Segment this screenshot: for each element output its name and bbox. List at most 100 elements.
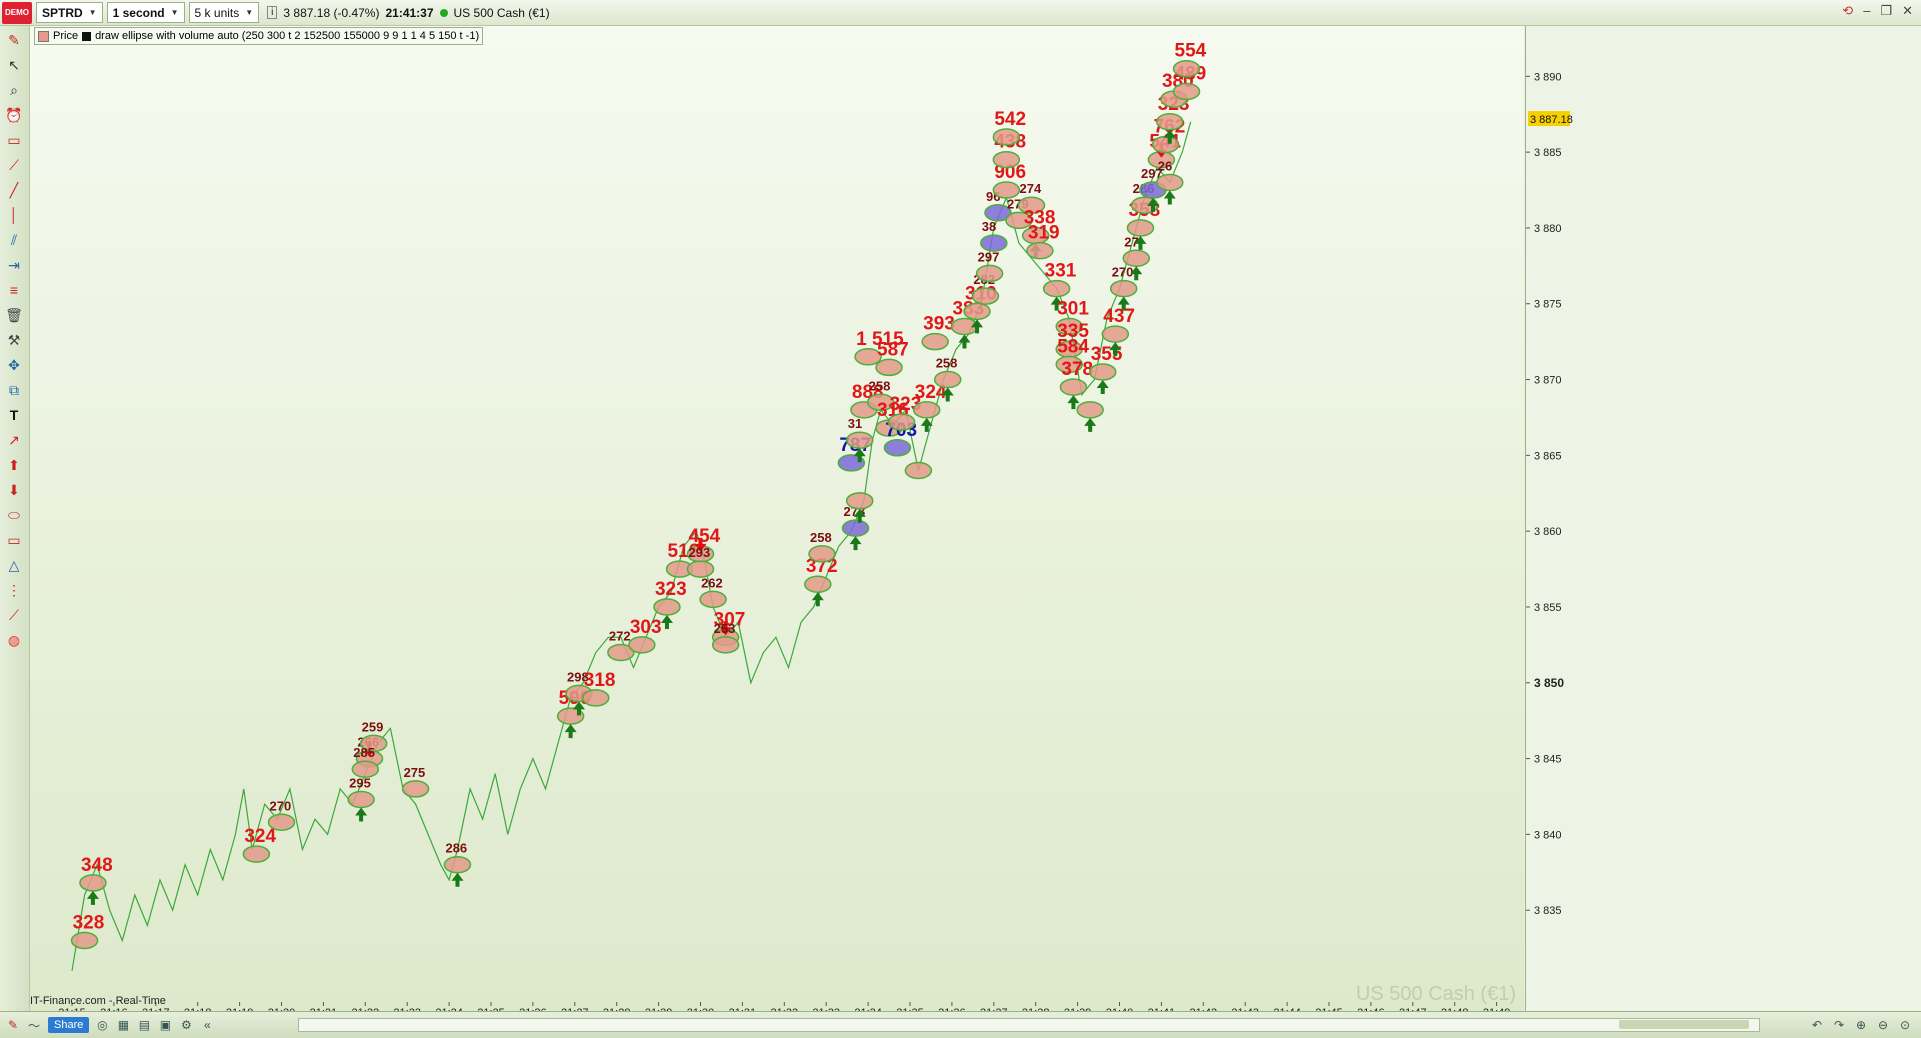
settings-icon[interactable]: ⚙: [180, 1018, 192, 1032]
y-tick-label: 3 855: [1534, 602, 1562, 614]
volume-ellipse: [653, 598, 681, 616]
scroll-thumb[interactable]: [1619, 1020, 1749, 1029]
undo-icon[interactable]: ↶: [1811, 1018, 1823, 1032]
volume-label: 318: [584, 670, 616, 691]
legend-price: Price: [53, 30, 79, 42]
volume-ellipse: [607, 643, 635, 662]
ruler-icon[interactable]: ▭: [7, 131, 21, 148]
symbol-select[interactable]: SPTRD ▼: [36, 2, 103, 23]
arrow-down-marker: [719, 621, 732, 636]
volume-ellipse: [1126, 219, 1155, 237]
close-icon[interactable]: ✕: [1902, 3, 1913, 18]
minimize-icon[interactable]: –: [1863, 3, 1871, 18]
copy-icon[interactable]: ⧉: [9, 381, 19, 398]
price-swatch-icon: [38, 30, 49, 42]
alarm-icon[interactable]: ⏰: [5, 106, 23, 123]
volume-ellipse: [1055, 317, 1083, 336]
ellipse-icon[interactable]: ⬭: [8, 506, 20, 523]
volume-label: 270: [1112, 265, 1134, 280]
x-tick-label: 21:44: [1273, 1007, 1301, 1011]
levels-icon[interactable]: ≡: [9, 282, 19, 298]
volume-label: 542: [994, 109, 1026, 130]
grid-icon[interactable]: ▦: [117, 1018, 130, 1032]
triangle-icon[interactable]: △: [8, 556, 20, 573]
volume-label: 274: [1020, 181, 1042, 196]
volume-ellipse: [1088, 363, 1117, 381]
volume-label: 324: [244, 826, 276, 847]
last-price-label: 3 887.18: [1530, 114, 1573, 126]
text-icon[interactable]: T: [9, 407, 19, 423]
volume-ellipse: [921, 332, 949, 351]
zoom-icon[interactable]: ⌕: [10, 81, 18, 98]
volume-label: 27: [1124, 234, 1138, 249]
draw-icon[interactable]: ✎: [7, 1018, 19, 1032]
redo-icon[interactable]: ↷: [1833, 1018, 1845, 1032]
horizontal-line-icon[interactable]: ⇥: [8, 256, 20, 273]
volume-ellipse: [904, 461, 933, 480]
volume-ellipse: [582, 689, 610, 707]
volume-ellipse: [1172, 82, 1201, 101]
zoom-reset-icon[interactable]: ⊙: [1899, 1018, 1911, 1032]
share-button[interactable]: Share: [48, 1017, 90, 1033]
units-select[interactable]: 5 k units ▼: [188, 2, 260, 23]
zoom-in-icon[interactable]: ⊕: [1855, 1018, 1867, 1032]
arrow-up-marker: [1084, 417, 1097, 432]
volume-label: 295: [349, 776, 371, 791]
chart-type-icon[interactable]: 〜: [27, 1018, 40, 1033]
rectangle-icon[interactable]: ▭: [7, 531, 21, 548]
line-icon[interactable]: ╱: [9, 181, 19, 198]
x-tick-label: 21:18: [184, 1007, 212, 1011]
chevron-down-icon: ▼: [88, 8, 97, 17]
volume-label: 372: [806, 556, 838, 577]
arrow-down-icon[interactable]: ⬇: [8, 481, 20, 498]
arrow-up-icon[interactable]: ⬆: [8, 456, 20, 473]
info-icon[interactable]: i: [267, 6, 278, 19]
pencil-icon[interactable]: ✎: [8, 31, 20, 48]
arrow-icon[interactable]: ↗: [8, 431, 20, 448]
collapse-icon[interactable]: «: [204, 1018, 211, 1032]
trendline-icon[interactable]: ⟋: [9, 156, 19, 173]
timeframe-select[interactable]: 1 second ▼: [106, 2, 185, 23]
time-scrollbar[interactable]: [298, 1018, 1760, 1032]
volume-ellipse: [808, 545, 836, 563]
y-tick-label: 3 880: [1534, 223, 1562, 235]
globe-icon[interactable]: ◎: [97, 1018, 108, 1032]
x-tick-label: 21:45: [1315, 1007, 1343, 1011]
gann-icon[interactable]: ⟋: [9, 606, 19, 623]
symbol-label: SPTRD: [42, 5, 83, 20]
y-tick-label: 3 875: [1534, 299, 1562, 311]
volume-label: 285: [353, 745, 375, 760]
volume-label: 253: [714, 621, 736, 636]
vertical-line-icon[interactable]: │: [9, 207, 19, 223]
trash-icon[interactable]: 🗑: [5, 306, 23, 323]
x-tick-label: 21:28: [603, 1007, 631, 1011]
cursor-icon[interactable]: ↖: [8, 56, 20, 73]
screen-icon[interactable]: ▣: [159, 1018, 172, 1032]
volume-label: 262: [701, 575, 723, 590]
current-time: 21:41:37: [385, 5, 434, 20]
chart-area[interactable]: 3483283242702952662592852752865962983182…: [30, 26, 1524, 1011]
volume-label: 286: [445, 841, 467, 856]
x-tick-label: 21:27: [561, 1007, 589, 1011]
y-tick-label: 3 840: [1534, 829, 1562, 841]
arrow-up-marker: [451, 872, 464, 887]
chart-legend[interactable]: Price draw ellipse with volume auto (250…: [34, 27, 484, 45]
price-chart[interactable]: 3483283242702952662592852752865962983182…: [30, 26, 1524, 1011]
color-wheel-icon[interactable]: ◍: [7, 631, 21, 648]
table-icon[interactable]: ▤: [138, 1018, 151, 1032]
refresh-icon[interactable]: ⟲: [1842, 3, 1854, 18]
magic-icon[interactable]: ⚒: [7, 331, 21, 348]
volume-ellipse: [841, 519, 870, 537]
channel-icon[interactable]: ⫽: [10, 231, 18, 248]
price-line: [71, 121, 1192, 971]
restore-icon[interactable]: ❐: [1880, 3, 1893, 18]
zoom-out-icon[interactable]: ⊖: [1877, 1018, 1889, 1032]
status-dot-icon: [439, 8, 448, 17]
volume-label: 26: [1158, 158, 1172, 173]
current-price: 3 887.18 (-0.47%): [283, 5, 380, 20]
fibonacci-icon[interactable]: ⋮: [7, 581, 21, 598]
price-axis[interactable]: 3 890 3 885 3 880 3 875 3 870 3 865 3 860 3 855…: [1525, 26, 1921, 1011]
volume-label: 338: [1024, 208, 1056, 229]
move-icon[interactable]: ✥: [8, 356, 20, 373]
arrow-up-marker: [920, 417, 933, 432]
